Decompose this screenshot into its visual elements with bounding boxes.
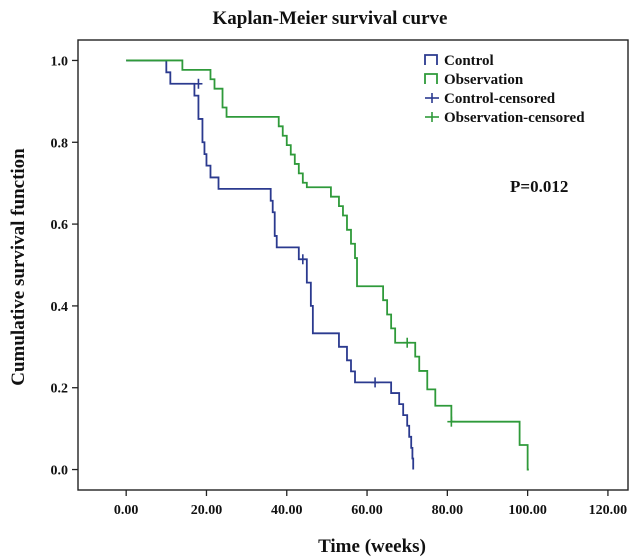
survival-line-control	[126, 59, 415, 470]
x-tick-label: 100.00	[508, 503, 547, 518]
censor-mark-control	[194, 78, 203, 89]
legend-item-1: Observation	[424, 72, 524, 88]
legend-step-symbol	[424, 73, 438, 84]
x-tick-label: 0.00	[114, 503, 139, 518]
x-tick-label: 60.00	[351, 503, 383, 518]
survival-line-observation	[126, 59, 529, 471]
x-tick-label: 120.00	[589, 503, 628, 518]
censor-mark-control	[298, 254, 307, 265]
x-tick-label: 40.00	[271, 503, 303, 518]
y-tick-label: 0.2	[51, 382, 69, 397]
legend-label: Observation	[444, 72, 524, 88]
p-value-annotation: P=0.012	[510, 177, 568, 196]
y-tick-label: 0.8	[51, 136, 69, 151]
legend-step-symbol	[424, 54, 438, 65]
plot-area-frame	[77, 39, 629, 491]
censor-mark-observation	[447, 416, 456, 427]
y-axis-label: Cumulative survival function	[8, 148, 29, 386]
legend-label: Observation-censored	[444, 110, 585, 126]
x-tick-label: 20.00	[191, 503, 223, 518]
y-tick-label: 0.4	[51, 300, 69, 315]
censor-mark-control	[371, 377, 380, 388]
y-tick-label: 1.0	[51, 54, 69, 69]
legend-label: Control-censored	[444, 91, 556, 107]
legend: Control Observation Control-censored Observ…	[424, 53, 585, 126]
censor-mark-observation	[403, 337, 412, 348]
y-tick-label: 0.6	[51, 218, 69, 233]
chart-title: Kaplan-Meier survival curve	[212, 8, 447, 29]
x-axis-label: Time (weeks)	[318, 536, 426, 557]
axis-ticks: 0.00 20.00 40.00 60.00 80.00 100.00 120.00 0.0 0…	[51, 54, 628, 518]
survival-curves	[126, 59, 529, 471]
x-tick-label: 80.00	[432, 503, 464, 518]
y-tick-label: 0.0	[51, 464, 69, 479]
legend-item-0: Control	[424, 53, 494, 69]
legend-item-3: Observation-censored	[425, 110, 585, 126]
legend-item-2: Control-censored	[425, 91, 556, 107]
legend-label: Control	[444, 53, 494, 69]
